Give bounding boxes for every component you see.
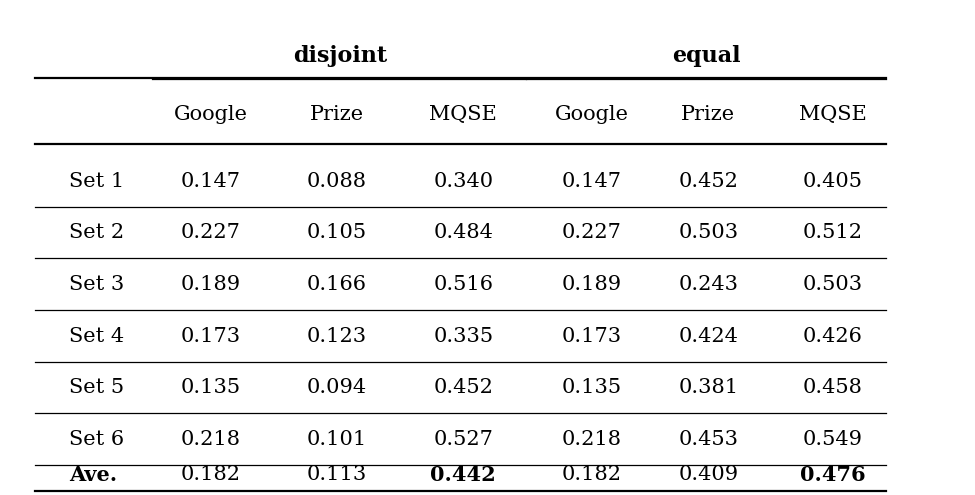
- Text: Google: Google: [555, 105, 629, 124]
- Text: 0.173: 0.173: [562, 327, 622, 346]
- Text: 0.549: 0.549: [802, 430, 863, 449]
- Text: 0.409: 0.409: [679, 465, 738, 485]
- Text: 0.527: 0.527: [433, 430, 493, 449]
- Text: Set 1: Set 1: [69, 172, 125, 191]
- Text: 0.452: 0.452: [679, 172, 738, 191]
- Text: 0.452: 0.452: [433, 378, 493, 397]
- Text: 0.189: 0.189: [180, 275, 241, 294]
- Text: MQSE: MQSE: [799, 105, 867, 124]
- Text: 0.135: 0.135: [562, 378, 622, 397]
- Text: 0.484: 0.484: [433, 223, 493, 242]
- Text: Google: Google: [174, 105, 248, 124]
- Text: 0.453: 0.453: [679, 430, 738, 449]
- Text: 0.503: 0.503: [679, 223, 738, 242]
- Text: MQSE: MQSE: [429, 105, 497, 124]
- Text: 0.227: 0.227: [180, 223, 241, 242]
- Text: 0.424: 0.424: [679, 327, 738, 346]
- Text: 0.094: 0.094: [307, 378, 367, 397]
- Text: 0.243: 0.243: [679, 275, 738, 294]
- Text: 0.173: 0.173: [180, 327, 241, 346]
- Text: 0.101: 0.101: [307, 430, 367, 449]
- Text: 0.426: 0.426: [802, 327, 863, 346]
- Text: 0.218: 0.218: [180, 430, 241, 449]
- Text: 0.405: 0.405: [802, 172, 863, 191]
- Text: 0.088: 0.088: [307, 172, 367, 191]
- Text: 0.476: 0.476: [800, 465, 866, 485]
- Text: Set 2: Set 2: [69, 223, 125, 242]
- Text: 0.113: 0.113: [307, 465, 367, 485]
- Text: 0.227: 0.227: [562, 223, 621, 242]
- Text: 0.147: 0.147: [562, 172, 621, 191]
- Text: 0.166: 0.166: [307, 275, 367, 294]
- Text: 0.381: 0.381: [679, 378, 738, 397]
- Text: disjoint: disjoint: [292, 45, 387, 66]
- Text: 0.123: 0.123: [307, 327, 367, 346]
- Text: 0.105: 0.105: [307, 223, 367, 242]
- Text: 0.335: 0.335: [433, 327, 493, 346]
- Text: 0.189: 0.189: [562, 275, 622, 294]
- Text: Set 5: Set 5: [69, 378, 125, 397]
- Text: Prize: Prize: [682, 105, 735, 124]
- Text: Set 3: Set 3: [69, 275, 125, 294]
- Text: 0.147: 0.147: [180, 172, 241, 191]
- Text: 0.503: 0.503: [802, 275, 863, 294]
- Text: 0.135: 0.135: [180, 378, 241, 397]
- Text: 0.442: 0.442: [430, 465, 496, 485]
- Text: 0.182: 0.182: [562, 465, 621, 485]
- Text: 0.458: 0.458: [802, 378, 863, 397]
- Text: 0.516: 0.516: [433, 275, 493, 294]
- Text: 0.182: 0.182: [180, 465, 241, 485]
- Text: Prize: Prize: [310, 105, 364, 124]
- Text: Ave.: Ave.: [69, 465, 118, 485]
- Text: equal: equal: [672, 45, 740, 66]
- Text: 0.512: 0.512: [802, 223, 863, 242]
- Text: Set 4: Set 4: [69, 327, 125, 346]
- Text: Set 6: Set 6: [69, 430, 125, 449]
- Text: 0.218: 0.218: [562, 430, 621, 449]
- Text: 0.340: 0.340: [433, 172, 493, 191]
